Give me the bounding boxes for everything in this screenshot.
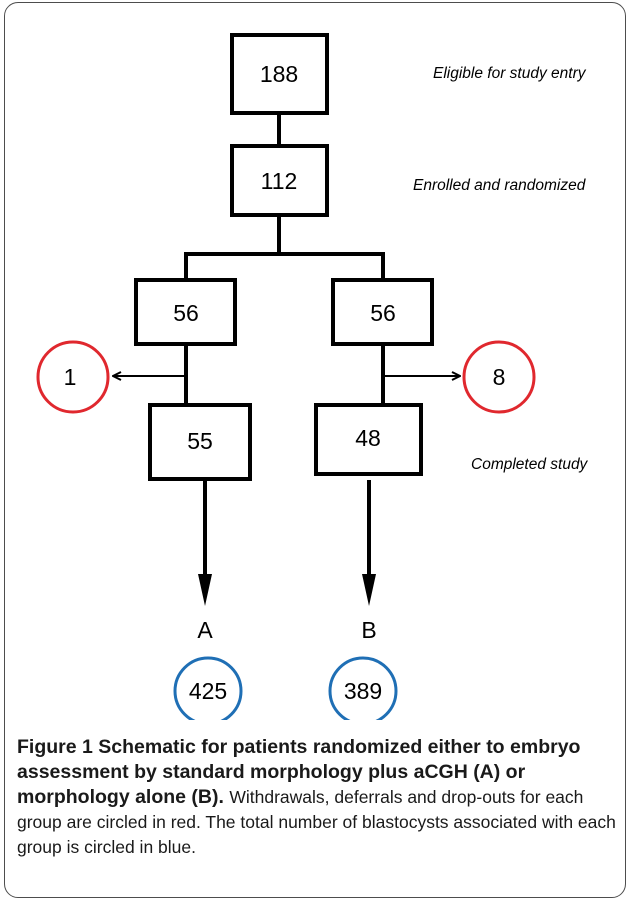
box-group-b-completed-value: 48 xyxy=(355,425,381,451)
blastocyst-circle-a-value: 425 xyxy=(189,678,227,704)
stage-label-eligible: Eligible for study entry xyxy=(433,65,587,82)
dropout-circle-b xyxy=(462,340,536,414)
box-group-b-completed xyxy=(314,403,423,476)
box-group-a-randomized-value: 56 xyxy=(173,300,199,326)
blastocyst-circle-b xyxy=(328,656,398,720)
caption-title: Figure 1 Schematic for patients randomiz… xyxy=(17,736,581,808)
box-group-a-randomized xyxy=(134,278,237,346)
stage-label-enrolled: Enrolled and randomized xyxy=(413,177,587,194)
arrowhead-group-a xyxy=(198,574,212,606)
box-group-b-randomized xyxy=(331,278,434,346)
dropout-circle-b-value: 8 xyxy=(493,364,506,390)
box-group-a-completed xyxy=(148,403,252,481)
figure-caption: Figure 1 Schematic for patients randomiz… xyxy=(17,735,617,860)
box-enrolled xyxy=(230,144,329,217)
blastocyst-circle-b-value: 389 xyxy=(344,678,382,704)
group-label-b: B xyxy=(361,617,376,643)
box-enrolled-value: 112 xyxy=(261,168,298,194)
group-label-a: A xyxy=(197,617,213,643)
arrowhead-group-b xyxy=(362,574,376,606)
dropout-circle-a xyxy=(36,340,110,414)
caption-text: Withdrawals, deferrals and drop-outs for… xyxy=(17,787,616,857)
figure-frame xyxy=(4,2,626,898)
dropout-circle-a-value: 1 xyxy=(64,364,77,390)
box-eligible xyxy=(230,33,329,115)
box-eligible-value: 188 xyxy=(260,61,298,87)
blastocyst-circle-a xyxy=(173,656,243,720)
box-group-a-completed-value: 55 xyxy=(187,428,213,454)
stage-label-completed: Completed study xyxy=(471,456,589,473)
flow-diagram: 188 112 56 56 55 48 1 8 Eligible for stu… xyxy=(36,33,589,720)
box-group-b-randomized-value: 56 xyxy=(370,300,396,326)
